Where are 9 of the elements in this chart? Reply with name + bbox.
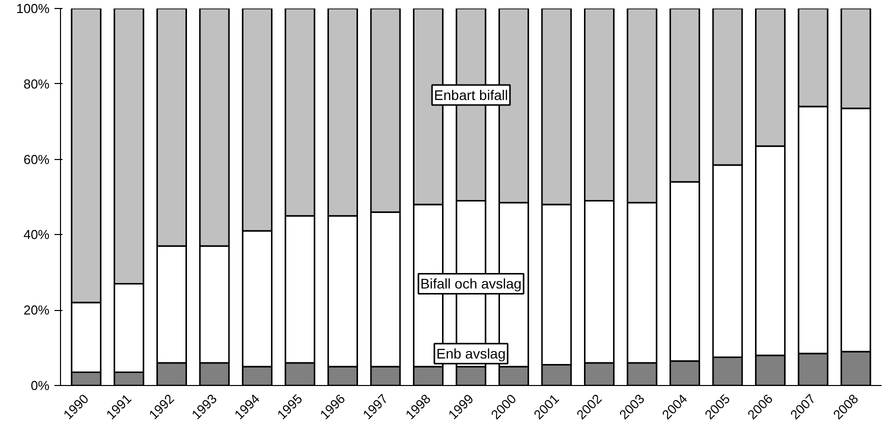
series-label: Enbart bifall <box>434 87 508 104</box>
y-tick-label: 60% <box>23 152 50 167</box>
y-tick-label: 80% <box>23 76 50 92</box>
y-tick-label: 0% <box>30 378 50 393</box>
series-label: Enb avslag <box>436 346 506 362</box>
y-tick-label: 20% <box>23 302 50 318</box>
series-label: Bifall och avslag <box>420 276 522 292</box>
y-tick-label: 100% <box>16 1 50 16</box>
y-tick-label: 40% <box>23 227 50 242</box>
